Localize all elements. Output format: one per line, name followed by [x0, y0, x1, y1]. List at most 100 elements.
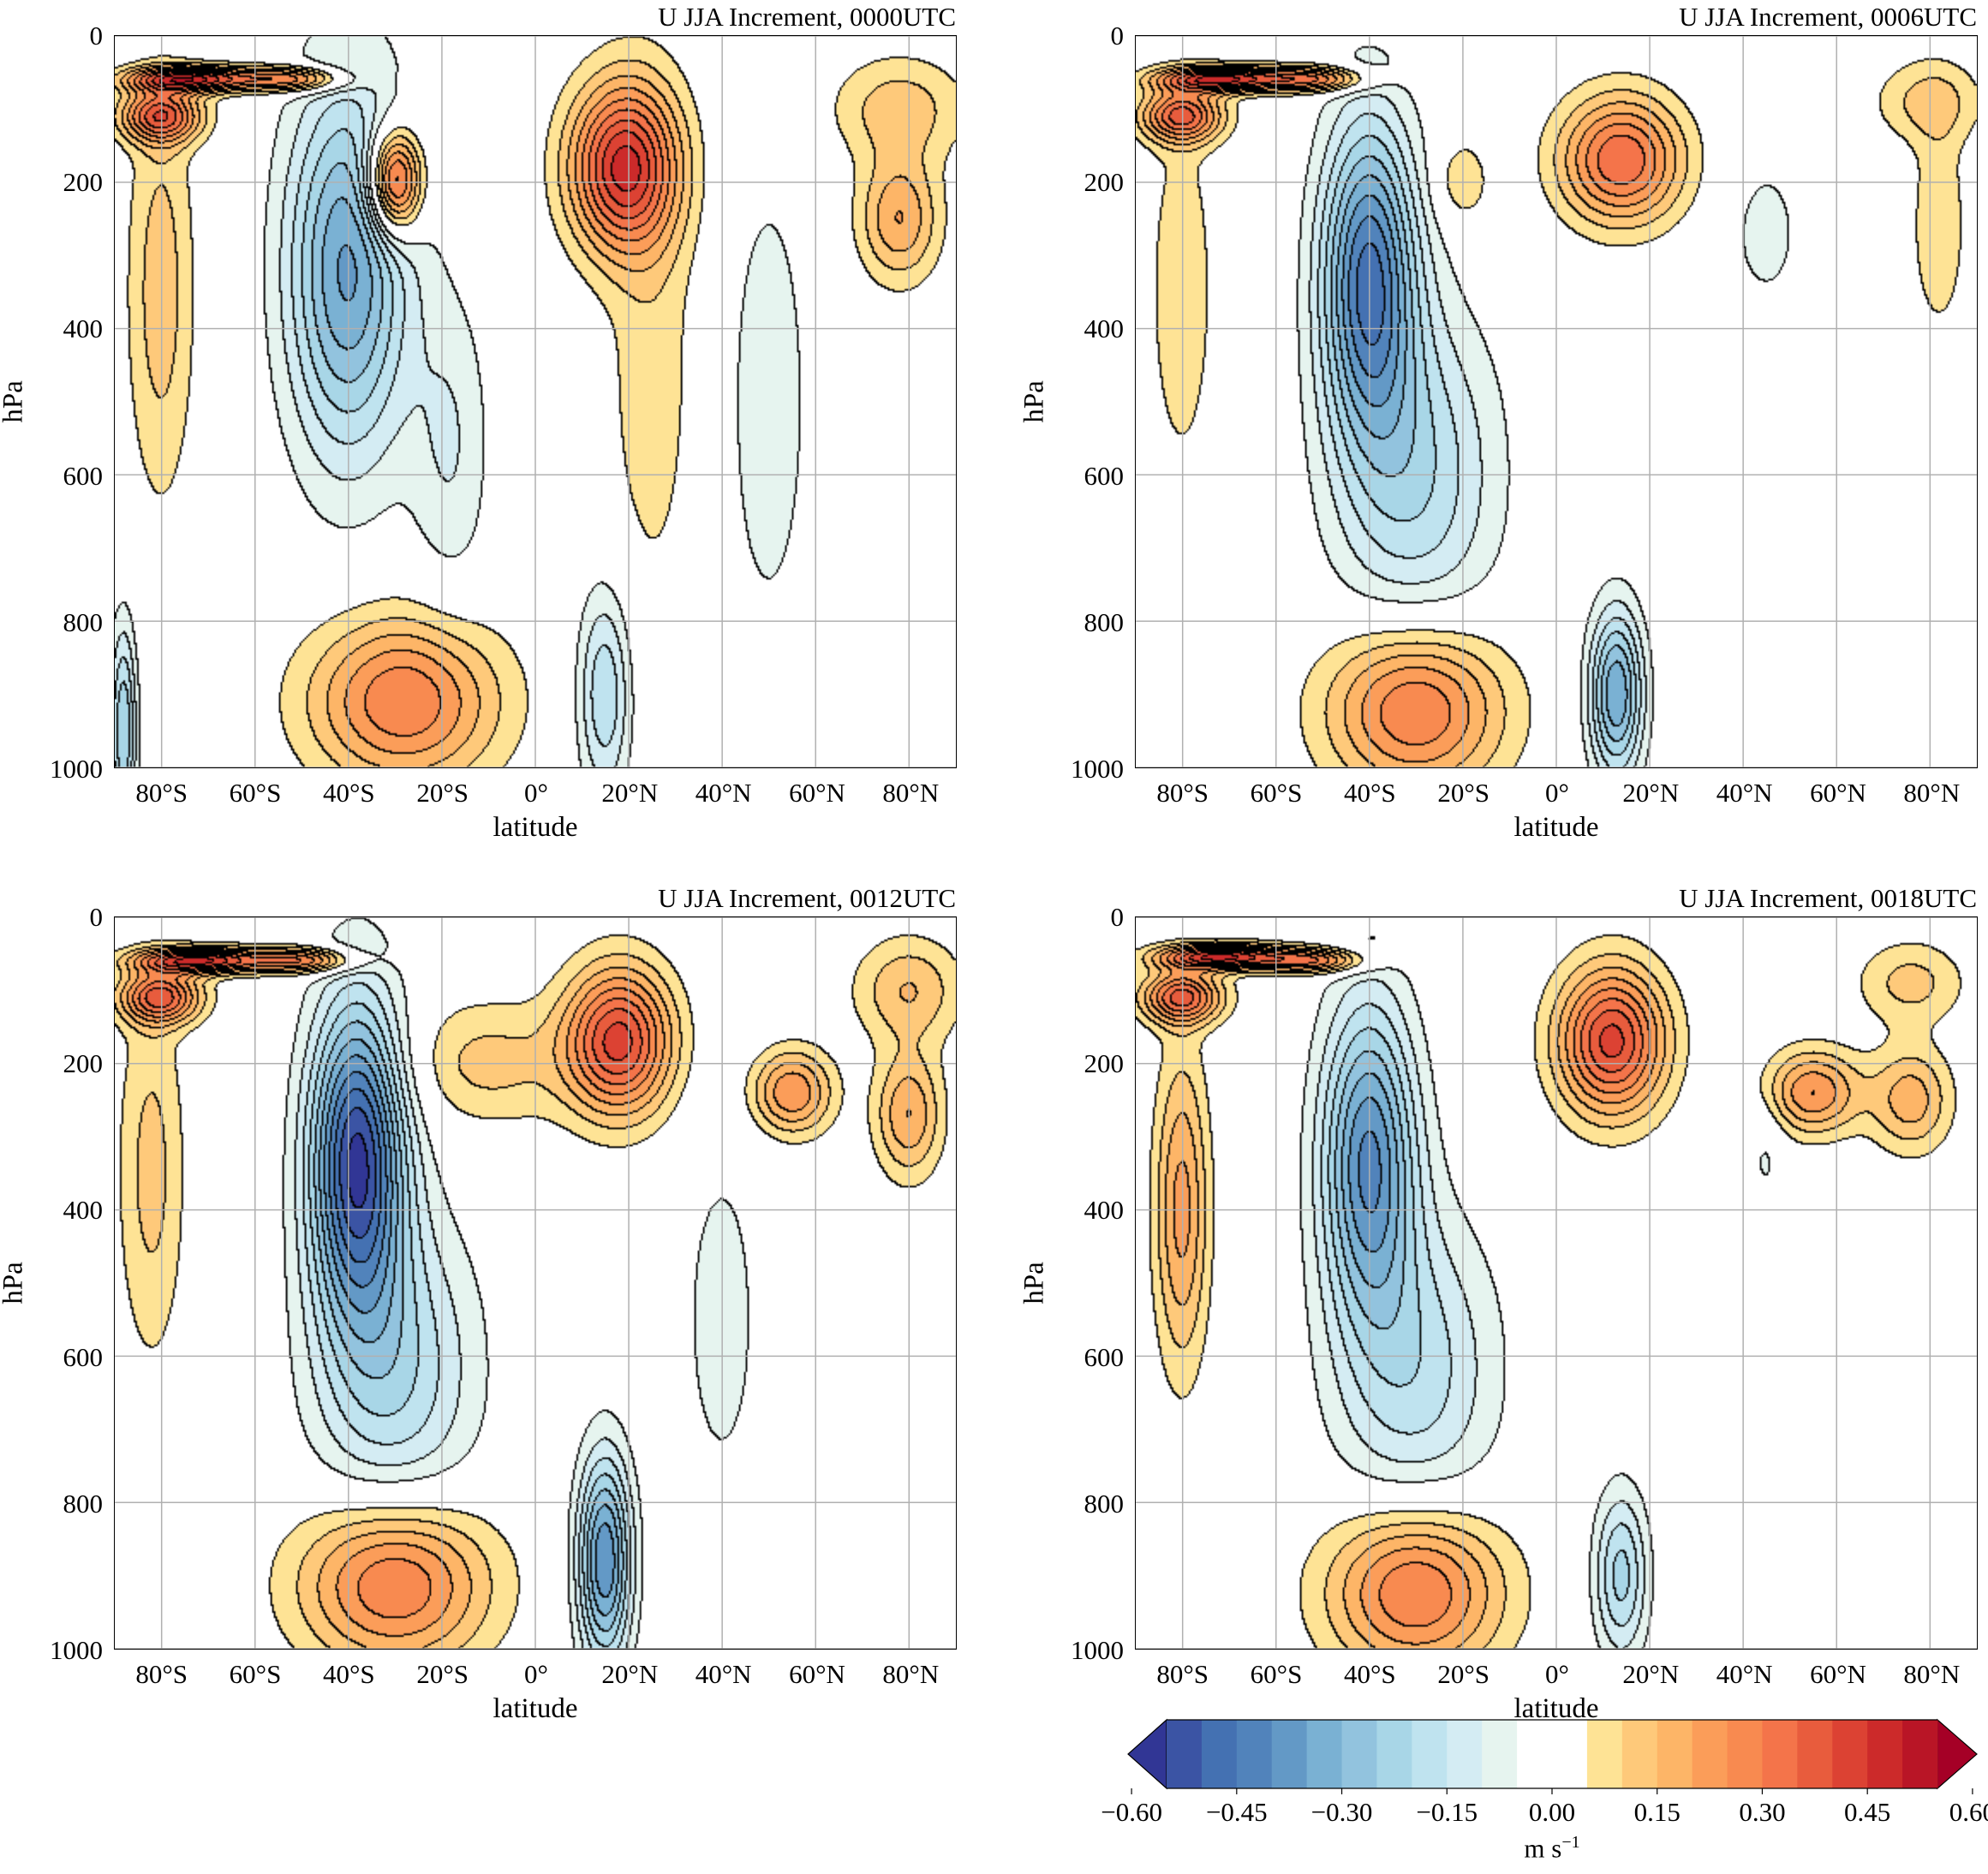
x-tick-label: 20°N — [601, 1659, 659, 1689]
y-tick-label: 0 — [1110, 21, 1125, 51]
x-tick-label: 60°S — [1250, 1659, 1303, 1689]
colorbar-segment — [1867, 1720, 1903, 1788]
colorbar-tick-label: −0.15 — [1416, 1797, 1478, 1827]
colorbar-segment — [1236, 1720, 1273, 1788]
colorbar-tick-label: 0.00 — [1528, 1797, 1576, 1827]
x-tick-label: 60°N — [789, 1659, 845, 1689]
x-tick-label: 0° — [1545, 778, 1569, 808]
x-tick-label: 80°S — [135, 1659, 188, 1689]
panel-title: U JJA Increment, 0012UTC — [658, 883, 956, 913]
y-tick-label: 1000 — [1071, 754, 1124, 784]
colorbar-tick-label: 0.60 — [1949, 1797, 1988, 1827]
x-tick-label: 60°S — [229, 778, 282, 808]
y-tick-label: 600 — [1084, 460, 1125, 491]
x-tick-label: 80°N — [1903, 778, 1961, 808]
y-tick-label: 400 — [63, 313, 104, 344]
y-axis-label: hPa — [1018, 380, 1050, 423]
panel-title: U JJA Increment, 0000UTC — [658, 2, 956, 32]
y-tick-label: 1000 — [1071, 1635, 1124, 1665]
x-axis-label: latitude — [1513, 1693, 1599, 1724]
y-tick-label: 200 — [63, 167, 104, 198]
colorbar-tick-label: −0.45 — [1205, 1797, 1268, 1827]
x-tick-label: 20°N — [601, 778, 659, 808]
colorbar — [1127, 1718, 1978, 1794]
colorbar-extend-max — [1937, 1718, 1978, 1790]
x-tick-label: 80°S — [135, 778, 188, 808]
colorbar-segment — [1167, 1720, 1203, 1788]
colorbar-segment — [1341, 1720, 1377, 1788]
grid — [115, 917, 956, 1649]
y-tick-label: 800 — [1084, 1488, 1125, 1519]
x-tick-label: 60°N — [789, 778, 845, 808]
y-tick-label: 200 — [1084, 167, 1125, 198]
x-tick-label: 20°S — [416, 1659, 469, 1689]
contour-panel-0006utc: U JJA Increment, 0006UTC 80°S 60°S 40°S 20°S… — [1019, 2, 1978, 843]
colorbar-segment — [1482, 1720, 1518, 1788]
colorbar-segment — [1517, 1720, 1553, 1788]
x-tick-label: 60°S — [229, 1659, 282, 1689]
x-tick-label: 60°S — [1250, 778, 1303, 808]
y-axis-label: hPa — [0, 1262, 29, 1304]
y-tick-label: 400 — [63, 1195, 104, 1226]
x-tick-label: 80°N — [1903, 1659, 1961, 1689]
y-tick-label: 800 — [63, 1488, 104, 1519]
y-tick-label: 800 — [1084, 606, 1125, 637]
colorbar-segment — [1201, 1720, 1238, 1788]
contour-panel-0012utc: U JJA Increment, 0012UTC 80°S 60°S 40°S 20°S… — [0, 883, 957, 1724]
x-axis-label: latitude — [493, 812, 578, 843]
contour-panel-0000utc: U JJA Increment, 0000UTC 80°S 60°S 40°S 20°S… — [0, 2, 957, 843]
colorbar-unit-exponent: −1 — [1561, 1833, 1580, 1852]
grid — [1136, 36, 1977, 767]
x-tick-label: 0° — [524, 1659, 548, 1689]
colorbar-segment — [1621, 1720, 1658, 1788]
y-tick-label: 600 — [1084, 1341, 1125, 1372]
y-tick-label: 1000 — [50, 754, 103, 784]
panel-title: U JJA Increment, 0006UTC — [1679, 2, 1977, 32]
contour-panel-0018utc: U JJA Increment, 0018UTC 80°S 60°S 40°S 20°S… — [1019, 883, 1978, 1724]
x-tick-label: 40°N — [1716, 778, 1773, 808]
colorbar-segment — [1447, 1720, 1483, 1788]
y-tick-label: 800 — [63, 606, 104, 637]
x-tick-label: 0° — [524, 778, 548, 808]
x-tick-label: 20°N — [1622, 778, 1680, 808]
colorbar-segment — [1727, 1720, 1763, 1788]
y-axis-label: hPa — [0, 380, 29, 423]
x-tick-label: 80°S — [1156, 778, 1209, 808]
x-tick-label: 40°N — [695, 778, 752, 808]
y-tick-label: 1000 — [50, 1635, 103, 1665]
colorbar-segment — [1306, 1720, 1343, 1788]
colorbar-segment — [1271, 1720, 1308, 1788]
x-tick-label: 20°S — [1437, 1659, 1490, 1689]
colorbar-tick-label: 0.30 — [1739, 1797, 1786, 1827]
x-tick-label: 40°N — [1716, 1659, 1773, 1689]
colorbar-extend-min — [1127, 1718, 1167, 1790]
y-tick-label: 200 — [1084, 1048, 1125, 1079]
panel-title: U JJA Increment, 0018UTC — [1679, 883, 1977, 913]
colorbar-unit: m s — [1524, 1833, 1562, 1864]
y-tick-label: 0 — [89, 21, 104, 51]
y-tick-label: 400 — [1084, 1195, 1125, 1226]
colorbar-segment — [1376, 1720, 1412, 1788]
colorbar-tick-label: −0.60 — [1101, 1797, 1162, 1827]
colorbar-tick-label: 0.45 — [1844, 1797, 1891, 1827]
colorbar-segment — [1762, 1720, 1798, 1788]
grid — [1136, 917, 1977, 1649]
colorbar-segment — [1657, 1720, 1693, 1788]
colorbar-segment — [1832, 1720, 1868, 1788]
colorbar-segment — [1902, 1720, 1938, 1788]
colorbar-segment — [1692, 1720, 1728, 1788]
colorbar-segment — [1412, 1720, 1448, 1788]
y-tick-label: 0 — [1110, 902, 1125, 932]
colorbar-tick-label: −0.30 — [1310, 1797, 1373, 1827]
y-tick-label: 400 — [1084, 313, 1125, 344]
grid — [115, 36, 956, 767]
y-axis-label: hPa — [1018, 1262, 1050, 1304]
x-tick-label: 80°S — [1156, 1659, 1209, 1689]
x-tick-label: 0° — [1545, 1659, 1569, 1689]
y-tick-label: 0 — [89, 902, 104, 932]
colorbar-segment — [1552, 1720, 1588, 1788]
x-tick-label: 40°N — [695, 1659, 752, 1689]
x-tick-label: 60°N — [1810, 778, 1866, 808]
x-tick-label: 60°N — [1810, 1659, 1866, 1689]
x-tick-label: 40°S — [1344, 1659, 1396, 1689]
